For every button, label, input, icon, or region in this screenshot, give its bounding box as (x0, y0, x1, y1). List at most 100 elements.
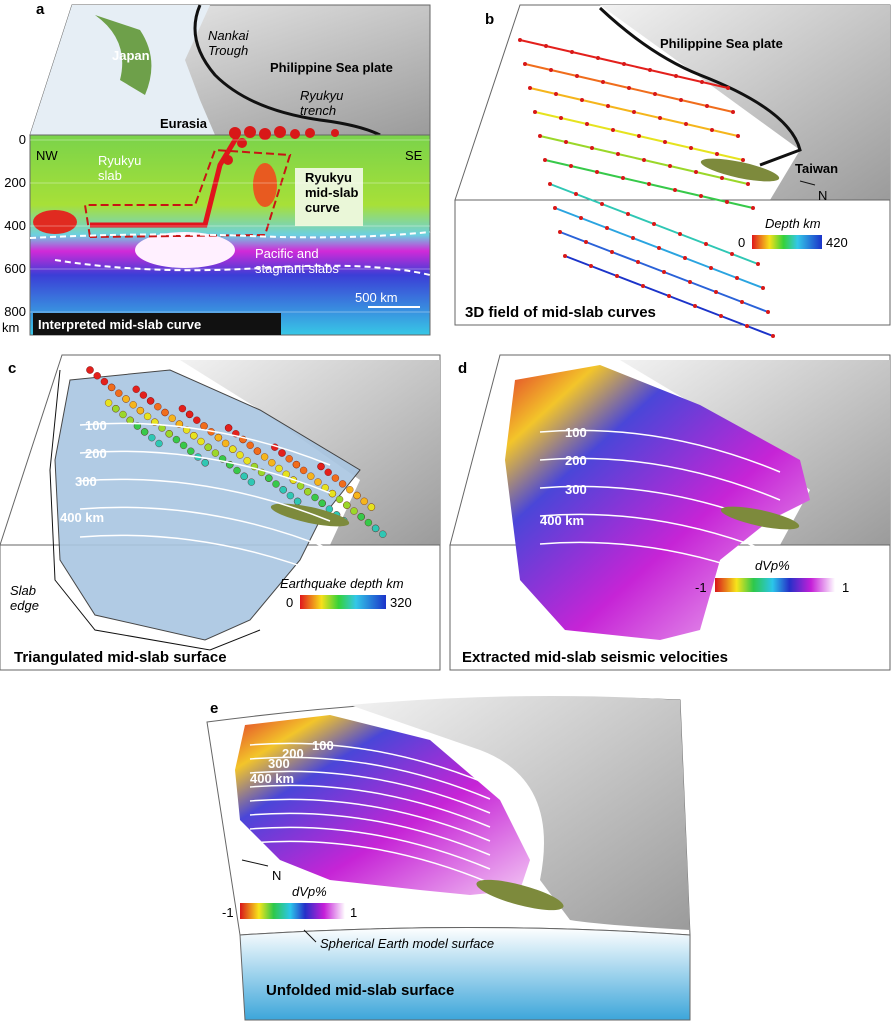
point (606, 104, 610, 108)
panel-label: b (485, 11, 494, 28)
point (740, 300, 744, 304)
point (705, 104, 709, 108)
point (575, 74, 579, 78)
earthquake (214, 433, 223, 442)
colorbar-title: Depth km (765, 216, 821, 231)
point (673, 188, 677, 192)
colorbar-min: 0 (286, 595, 293, 610)
earthquake (285, 455, 293, 463)
point (710, 128, 714, 132)
earthquake (161, 408, 169, 417)
point (543, 158, 547, 162)
panel-a: a Japan Nankai Trough Philippine Sea plat… (2, 1, 431, 336)
scale-label: 500 km (355, 290, 398, 305)
contour-line (249, 770, 491, 814)
point (528, 86, 532, 90)
point (627, 86, 631, 90)
point (704, 242, 708, 246)
section-label: NW (36, 148, 58, 163)
earthquake (172, 435, 181, 444)
point (570, 50, 574, 54)
panel-label: e (210, 700, 218, 717)
earthquake (335, 495, 344, 504)
map-label: Taiwan (795, 161, 838, 176)
caption: Extracted mid-slab seismic velocities (462, 649, 728, 666)
earthquake (240, 472, 248, 480)
contour-line (79, 450, 331, 494)
point (694, 170, 698, 174)
earthquake (236, 451, 244, 459)
earthquake (132, 385, 140, 393)
contour-label: 200 (85, 446, 107, 461)
point (657, 246, 661, 250)
section-label: SE (405, 148, 423, 163)
mid-slab-curves (518, 38, 775, 338)
map-label: N (818, 188, 827, 203)
earthquake (178, 404, 187, 413)
trench-line (598, 6, 802, 167)
point (585, 122, 589, 126)
point (611, 128, 615, 132)
point (761, 286, 765, 290)
point (533, 110, 537, 114)
cross-section (29, 134, 431, 336)
earthquake (136, 406, 145, 415)
taiwan (476, 879, 564, 911)
contour-line (539, 541, 781, 585)
depth-axis: 0 200 400 600 800 (4, 132, 430, 319)
point (544, 44, 548, 48)
earthquake (367, 503, 376, 511)
caption: Triangulated mid-slab surface (14, 649, 227, 666)
earthquake (179, 441, 188, 450)
earthquake (286, 491, 295, 500)
point (679, 98, 683, 102)
point (563, 254, 567, 258)
earthquake (229, 445, 237, 453)
point (548, 182, 552, 186)
sea-plate (600, 5, 890, 200)
earthquake (279, 486, 287, 494)
contour-label: 400 km (540, 513, 584, 528)
point (725, 200, 729, 204)
earthquake (165, 430, 173, 438)
contour-line (249, 742, 491, 786)
anomaly (33, 210, 77, 234)
point (622, 62, 626, 66)
point (662, 270, 666, 274)
contours (79, 422, 331, 578)
contour-line (249, 812, 491, 856)
point (605, 226, 609, 230)
contour-label: 200 (565, 453, 587, 468)
point (746, 182, 750, 186)
panel-c: c 100 200 300 400 km Slab edge Earthquake… (0, 354, 441, 671)
earthquake (119, 410, 127, 419)
north-arrow (799, 180, 816, 186)
point (553, 206, 557, 210)
point (559, 116, 563, 120)
earthquake (200, 422, 208, 430)
north-label: N (272, 868, 281, 883)
point (518, 38, 522, 42)
pointer (303, 929, 317, 943)
contour-label: 100 (565, 425, 587, 440)
frame (454, 199, 891, 326)
colorbar-max: 420 (826, 235, 848, 250)
earthquake (190, 432, 198, 440)
point (653, 92, 657, 96)
earthquake (314, 478, 322, 486)
earthquake (129, 401, 137, 409)
earthquake (350, 507, 358, 515)
caption: 3D field of mid-slab curves (465, 304, 656, 321)
point (641, 284, 645, 288)
contour-line (79, 422, 331, 466)
point (642, 158, 646, 162)
caption-box (33, 313, 281, 335)
contour-line (79, 534, 331, 578)
point (714, 290, 718, 294)
point (756, 262, 760, 266)
point (683, 256, 687, 260)
colorbar (300, 595, 386, 609)
point (663, 140, 667, 144)
point (616, 152, 620, 156)
